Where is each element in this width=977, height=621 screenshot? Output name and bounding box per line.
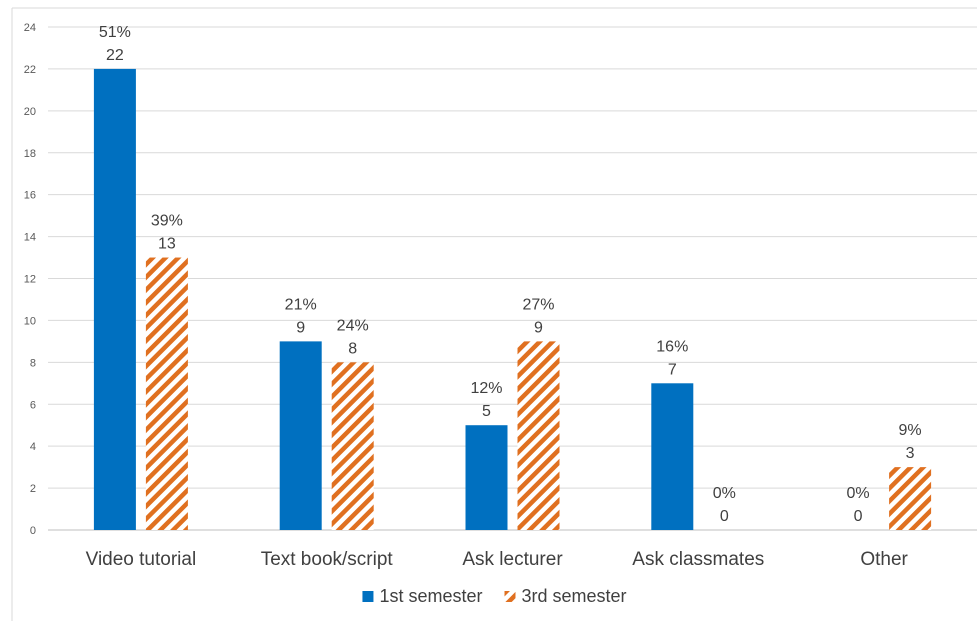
data-label-value: 3 [906,445,915,462]
y-tick-label: 6 [30,399,36,411]
data-label-value: 22 [106,47,124,64]
data-label-value: 9 [534,319,543,336]
data-label-value: 5 [482,403,491,420]
y-tick-label: 8 [30,357,36,369]
data-label-percent: 51% [99,24,131,41]
bar-first-semester [279,341,322,530]
y-tick-label: 12 [24,274,36,286]
x-axis-categories: Video tutorial Text book/script Ask lectur… [86,549,909,570]
legend-label: 1st semester [379,586,482,606]
y-tick-label: 24 [24,22,36,34]
y-tick-label: 22 [24,64,36,76]
bar-third-semester [145,257,188,530]
legend-label: 3rd semester [522,586,627,606]
x-category-label: Ask classmates [632,549,764,570]
y-tick-label: 18 [24,148,36,160]
x-category-label: Video tutorial [86,549,197,570]
y-tick-label: 0 [30,525,36,537]
data-label-percent: 9% [899,422,922,439]
bar-first-semester [651,383,694,530]
bars [93,68,932,531]
bar-third-semester [331,362,374,530]
y-tick-label: 14 [24,232,36,244]
data-label-value: 7 [668,361,677,378]
y-tick-label: 4 [30,441,36,453]
data-label-percent: 12% [470,380,502,397]
legend-swatch [362,591,374,602]
gridlines [48,26,977,531]
bar-first-semester [465,425,508,530]
data-label-percent: 0% [713,485,736,502]
data-label-percent: 21% [285,296,317,313]
data-label-value: 13 [158,236,176,253]
data-label-value: 9 [296,319,305,336]
data-label-percent: 24% [337,317,369,334]
data-label-value: 0 [854,508,863,525]
y-tick-label: 2 [30,483,36,495]
data-label-percent: 16% [656,338,688,355]
x-category-label: Text book/script [261,549,394,570]
data-label-percent: 39% [151,213,183,230]
data-label-value: 0 [720,508,729,525]
bar-first-semester [93,68,136,531]
bar-third-semester [889,467,932,530]
data-label-value: 8 [348,340,357,357]
data-label-percent: 0% [847,485,870,502]
x-category-label: Ask lecturer [462,549,563,570]
data-label-percent: 27% [522,296,554,313]
y-tick-label: 10 [24,315,36,327]
y-tick-label: 16 [24,190,36,202]
bar-third-semester [517,341,560,530]
x-category-label: Other [860,549,908,570]
legend: 1st semester 3rd semester [362,586,627,606]
legend-swatch [504,591,516,602]
y-tick-label: 20 [24,106,36,118]
